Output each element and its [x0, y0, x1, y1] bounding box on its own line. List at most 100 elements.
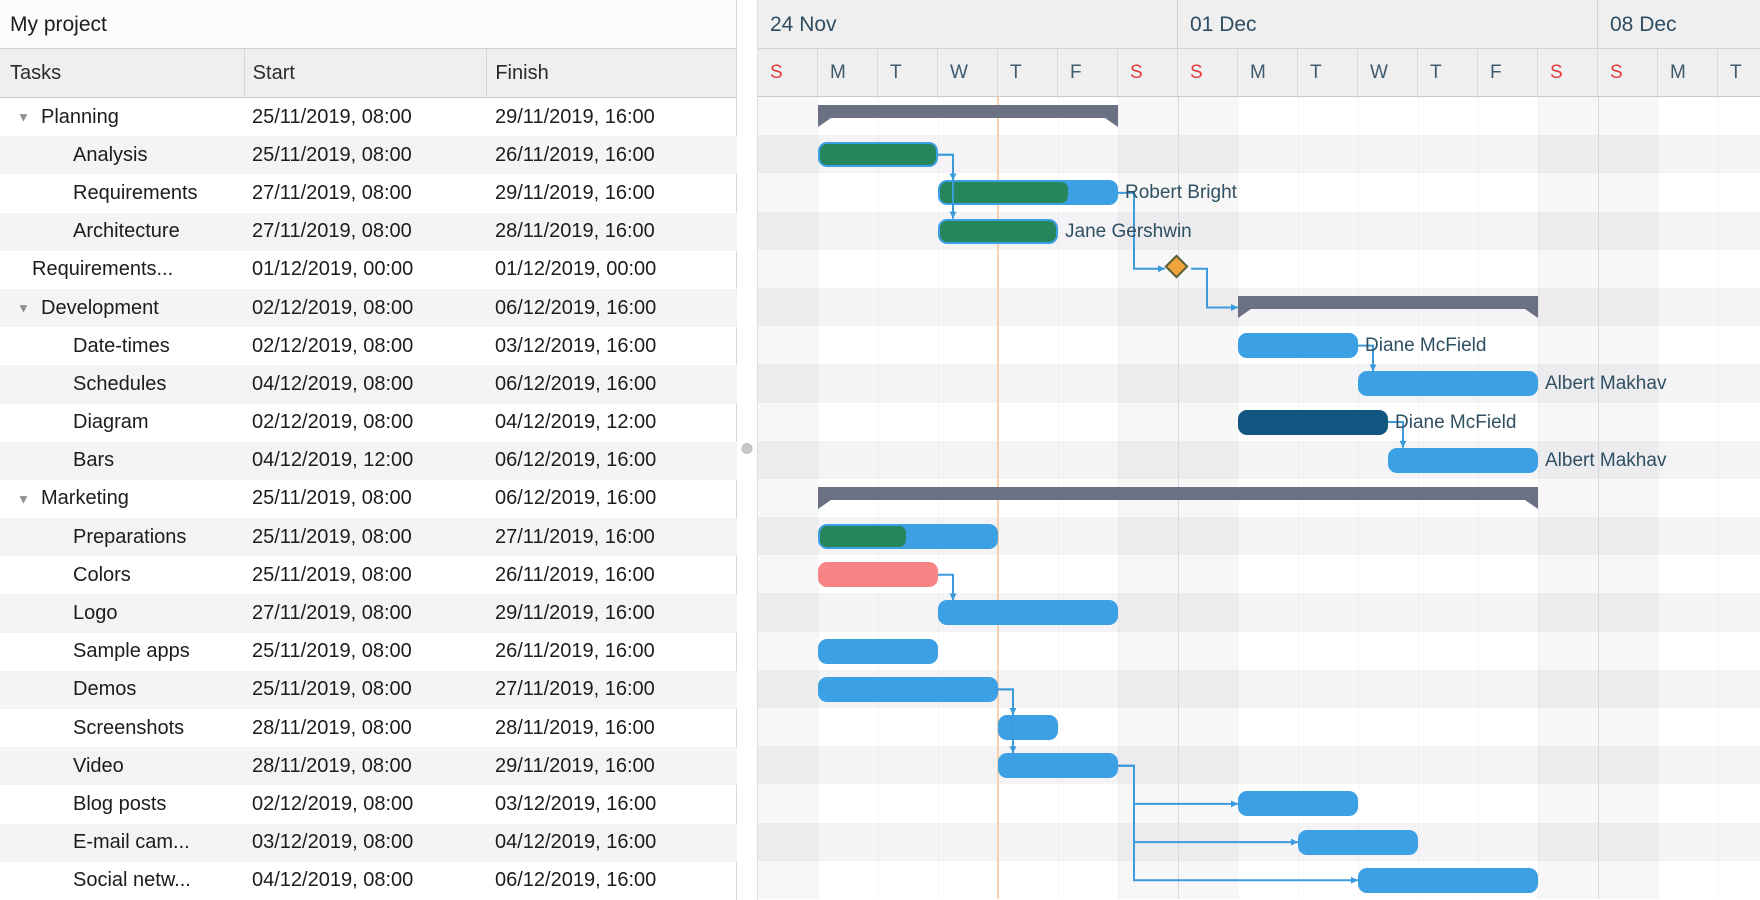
table-row[interactable]: ▼ Marketing 25/11/2019, 08:00 06/12/2019, 1…	[0, 480, 737, 518]
table-row[interactable]: Social netw... 04/12/2019, 08:00 06/12/201…	[0, 862, 737, 900]
table-row[interactable]: Colors 25/11/2019, 08:00 26/11/2019, 16:00	[0, 556, 737, 594]
gantt-summary-bar[interactable]	[1238, 295, 1538, 318]
task-progress-fill	[940, 220, 1056, 242]
column-header-tasks: Tasks	[10, 61, 62, 84]
task-finish-date: 06/12/2019, 16:00	[495, 869, 657, 892]
table-row[interactable]: Date-times 02/12/2019, 08:00 03/12/2019, 1…	[0, 327, 737, 365]
day-header-cell: S	[758, 49, 818, 96]
gantt-task-bar[interactable]	[818, 676, 998, 702]
table-row[interactable]: Bars 04/12/2019, 12:00 06/12/2019, 16:00	[0, 441, 737, 480]
gantt-task-bar[interactable]	[818, 142, 938, 168]
table-row[interactable]: Logo 27/11/2019, 08:00 29/11/2019, 16:00	[0, 594, 737, 633]
assignee-label: Diane McField	[1365, 335, 1487, 357]
gantt-task-bar[interactable]	[818, 562, 938, 588]
project-title: My project	[0, 0, 736, 49]
column-header-start: Start	[243, 48, 487, 98]
task-name: Logo	[73, 602, 118, 625]
gantt-task-bar[interactable]	[998, 715, 1058, 741]
day-header-cell: T	[878, 49, 938, 96]
task-name: Sample apps	[73, 640, 190, 663]
task-finish-date: 04/12/2019, 16:00	[495, 831, 657, 854]
table-row[interactable]: Blog posts 02/12/2019, 08:00 03/12/2019, 1…	[0, 785, 737, 823]
panel-splitter[interactable]	[737, 0, 757, 900]
day-gridline	[1658, 97, 1659, 899]
table-row[interactable]: Demos 25/11/2019, 08:00 27/11/2019, 16:00	[0, 670, 737, 709]
task-finish-date: 03/12/2019, 16:00	[495, 334, 657, 357]
collapse-arrow-icon[interactable]: ▼	[17, 109, 30, 125]
task-finish-date: 29/11/2019, 16:00	[495, 754, 655, 777]
table-row[interactable]: Requirements 27/11/2019, 08:00 29/11/2019,…	[0, 174, 737, 212]
task-start-date: 28/11/2019, 08:00	[252, 716, 412, 739]
task-name: Bars	[73, 449, 115, 472]
table-row[interactable]: Sample apps 25/11/2019, 08:00 26/11/2019, …	[0, 633, 737, 671]
table-row[interactable]: Requirements... 01/12/2019, 00:00 01/12/20…	[0, 251, 737, 289]
gantt-task-bar[interactable]	[818, 524, 998, 550]
task-name: ▼ Marketing	[17, 487, 129, 510]
week-header-row: 24 Nov 01 Dec 08 Dec	[758, 0, 1760, 49]
week-header-cell: 24 Nov	[758, 0, 1178, 48]
gantt-task-bar[interactable]	[998, 753, 1118, 779]
gantt-task-bar[interactable]	[938, 600, 1118, 626]
table-row[interactable]: Diagram 02/12/2019, 08:00 04/12/2019, 12:0…	[0, 404, 737, 442]
day-header-cell: T	[1418, 49, 1478, 96]
gantt-task-bar[interactable]	[1358, 371, 1538, 397]
day-gridline	[1538, 97, 1539, 899]
table-row[interactable]: Architecture 27/11/2019, 08:00 28/11/2019,…	[0, 212, 737, 251]
gantt-task-bar[interactable]	[1358, 867, 1538, 893]
task-name: Schedules	[73, 372, 167, 395]
task-progress-fill	[820, 144, 936, 166]
task-finish-date: 01/12/2019, 00:00	[495, 258, 657, 281]
week-header-cell: 08 Dec	[1598, 0, 1760, 48]
task-progress-fill	[820, 526, 906, 548]
day-header-cell: S	[1178, 49, 1238, 96]
assignee-label: Jane Gershwin	[1065, 220, 1192, 242]
gantt-task-bar[interactable]	[1238, 333, 1358, 359]
task-table: My project Tasks Start Finish ▼ Planning 2…	[0, 0, 737, 900]
collapse-arrow-icon[interactable]: ▼	[17, 300, 30, 316]
day-header-cell: S	[1118, 49, 1178, 96]
task-finish-date: 06/12/2019, 16:00	[495, 449, 657, 472]
gantt-task-bar[interactable]	[1388, 447, 1538, 473]
gantt-task-bar[interactable]	[1298, 829, 1418, 855]
table-row[interactable]: Screenshots 28/11/2019, 08:00 28/11/2019, …	[0, 709, 737, 747]
gantt-summary-bar[interactable]	[818, 486, 1538, 509]
task-start-date: 27/11/2019, 08:00	[252, 220, 412, 243]
task-name: ▼ Planning	[17, 105, 119, 128]
collapse-arrow-icon[interactable]: ▼	[17, 491, 30, 507]
gantt-summary-bar[interactable]	[818, 105, 1118, 127]
table-row[interactable]: Video 28/11/2019, 08:00 29/11/2019, 16:00	[0, 747, 737, 786]
task-finish-date: 06/12/2019, 16:00	[495, 296, 657, 319]
gantt-task-bar[interactable]	[1238, 409, 1388, 435]
table-row[interactable]: Schedules 04/12/2019, 08:00 06/12/2019, 16…	[0, 365, 737, 404]
task-name: Video	[73, 754, 124, 777]
table-row[interactable]: E-mail cam... 03/12/2019, 08:00 04/12/2019…	[0, 823, 737, 862]
task-name: Colors	[73, 563, 131, 586]
splitter-handle-icon[interactable]	[741, 443, 753, 454]
gantt-task-bar[interactable]	[1238, 791, 1358, 817]
table-row[interactable]: Preparations 25/11/2019, 08:00 27/11/2019,…	[0, 518, 737, 557]
table-row[interactable]: ▼ Development 02/12/2019, 08:00 06/12/2019,…	[0, 288, 737, 328]
week-header-cell: 01 Dec	[1178, 0, 1598, 48]
day-header-cell: F	[1478, 49, 1538, 96]
row-stripe	[758, 364, 1760, 403]
task-name: Architecture	[73, 220, 180, 243]
task-start-date: 04/12/2019, 12:00	[252, 449, 414, 472]
weekend-column	[1538, 97, 1598, 899]
gantt-task-bar[interactable]	[938, 180, 1118, 206]
weekend-column	[758, 97, 818, 899]
task-finish-date: 27/11/2019, 16:00	[495, 525, 655, 548]
gantt-task-bar[interactable]	[818, 638, 938, 664]
task-name: Diagram	[73, 411, 149, 434]
task-finish-date: 26/11/2019, 16:00	[495, 640, 655, 663]
gantt-task-bar[interactable]	[938, 218, 1058, 244]
task-start-date: 02/12/2019, 08:00	[252, 411, 414, 434]
task-name: Social netw...	[73, 869, 191, 892]
task-start-date: 25/11/2019, 08:00	[252, 143, 412, 166]
table-row[interactable]: ▼ Planning 25/11/2019, 08:00 29/11/2019, 16…	[0, 98, 737, 136]
task-start-date: 25/11/2019, 08:00	[252, 525, 412, 548]
table-row[interactable]: Analysis 25/11/2019, 08:00 26/11/2019, 16:…	[0, 136, 737, 175]
day-header-cell: T	[1298, 49, 1358, 96]
task-start-date: 27/11/2019, 08:00	[252, 602, 412, 625]
summary-notch-icon	[1525, 308, 1538, 318]
